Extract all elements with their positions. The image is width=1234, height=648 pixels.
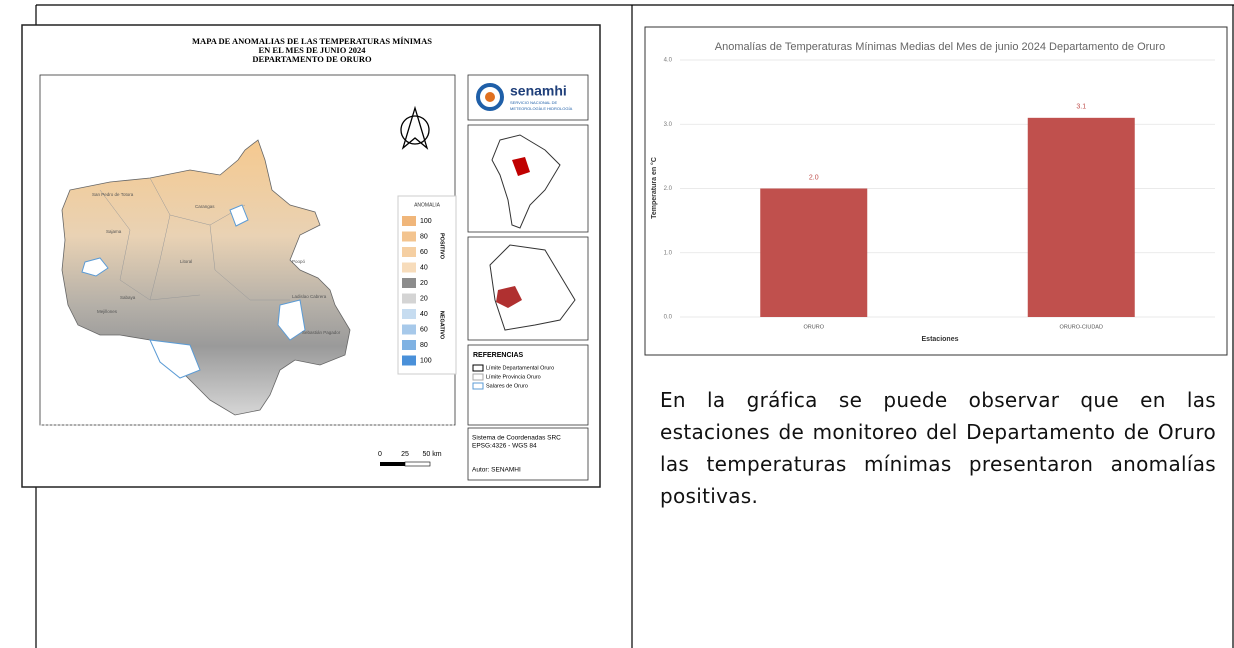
author: Autor: SENAMHI	[472, 467, 521, 474]
chart-title: Anomalías de Temperaturas Mínimas Medias…	[715, 41, 1165, 53]
logo: senamhi	[510, 83, 567, 99]
legend-swatch	[402, 247, 416, 257]
legend-label: 60	[420, 249, 428, 256]
legend-swatch	[402, 293, 416, 304]
legend-label: 80	[420, 342, 428, 349]
north-arrow	[400, 105, 430, 150]
references-title: REFERENCIAS	[473, 352, 524, 359]
y-axis-label: Temperatura en °C	[650, 157, 658, 219]
place-label: Ladislao Cabrera	[292, 294, 327, 299]
oruro-highlight	[496, 286, 522, 308]
logo-icon	[476, 83, 504, 111]
legend-swatch	[402, 216, 416, 226]
y-tick-label: 3.0	[664, 122, 673, 128]
place-label: Sebastián Pagador	[302, 330, 341, 335]
value-label: 2.0	[809, 174, 819, 181]
reference-swatch	[472, 382, 484, 390]
map-title: DEPARTAMENTO DE ORURO	[252, 54, 372, 64]
legend-group: POSITIVO	[439, 233, 445, 260]
reference-label: Límite Provincia Oruro	[486, 374, 541, 380]
logo-subtitle: SERVICIO NACIONAL DE	[510, 100, 557, 105]
value-label: 3.1	[1076, 104, 1086, 111]
place-label: Sajama	[106, 229, 122, 234]
legend-swatch	[402, 262, 416, 273]
department-shape	[61, 139, 351, 416]
chart-frame	[644, 26, 1228, 356]
coordinates: Sistema de Coordenadas SRC	[472, 435, 561, 442]
scale-label: 25	[401, 451, 409, 458]
legend-label: 80	[420, 233, 428, 240]
y-tick-label: 1.0	[664, 250, 673, 256]
x-tick-label: ORURO-CIUDAD	[1060, 324, 1103, 330]
legend-group: NEGATIVO	[439, 311, 445, 340]
map-title: EN EL MES DE JUNIO 2024	[259, 45, 367, 55]
reference-swatch	[472, 364, 484, 372]
scale-label: 50 km	[422, 451, 441, 458]
south-america	[491, 134, 561, 229]
legend-swatch	[402, 231, 416, 242]
place-label: San Pedro de Totora	[92, 192, 134, 197]
legend-label: 100	[420, 357, 432, 364]
legend-swatch	[402, 324, 416, 335]
logo-subtitle: METEOROLOGÍA E HIDROLOGÍA	[510, 106, 573, 111]
legend-label: 20	[420, 280, 428, 287]
y-tick-label: 4.0	[664, 58, 673, 64]
province-lines	[99, 177, 290, 301]
place-label: Carangas	[195, 204, 215, 209]
legend-swatch	[402, 278, 416, 288]
bar	[1027, 117, 1135, 317]
reference-label: Salares de Oruro	[486, 383, 528, 389]
reference-label: Límite Departamental Oruro	[486, 365, 554, 371]
y-tick-label: 0.0	[664, 315, 673, 321]
place-label: Sabaya	[120, 295, 136, 300]
place-label: Mejillones	[97, 309, 118, 314]
legend-label: 100	[420, 218, 432, 225]
x-axis-label: Estaciones	[922, 336, 959, 343]
salar-shapes	[81, 204, 306, 379]
legend-label: 40	[420, 264, 428, 271]
legend-swatch	[402, 340, 416, 350]
reference-swatch	[472, 373, 484, 381]
place-label: Litoral	[180, 259, 192, 264]
coordinates: EPSG:4326 - WGS 84	[472, 443, 537, 450]
legend-label: 60	[420, 326, 428, 333]
y-tick-label: 2.0	[664, 186, 673, 192]
legend-label: 20	[420, 295, 428, 302]
bar	[760, 188, 868, 317]
map-title: MAPA DE ANOMALIAS DE LAS TEMPERATURAS MÍ…	[192, 36, 432, 46]
paragraph: En la gráfica se puede observar que en l…	[660, 388, 1216, 508]
legend-swatch	[402, 355, 416, 366]
scale-bar	[380, 462, 405, 466]
scale-label: 0	[378, 451, 382, 458]
logo-icon	[485, 92, 495, 102]
scale-bar	[404, 461, 431, 467]
x-tick-label: ORURO	[804, 324, 825, 330]
legend-label: 40	[420, 311, 428, 318]
place-label: Poopó	[292, 259, 306, 264]
bolivia	[489, 244, 576, 331]
bolivia-highlight	[512, 157, 530, 176]
legend-swatch	[402, 309, 416, 319]
legend-title: ANOMALIA	[414, 202, 441, 208]
